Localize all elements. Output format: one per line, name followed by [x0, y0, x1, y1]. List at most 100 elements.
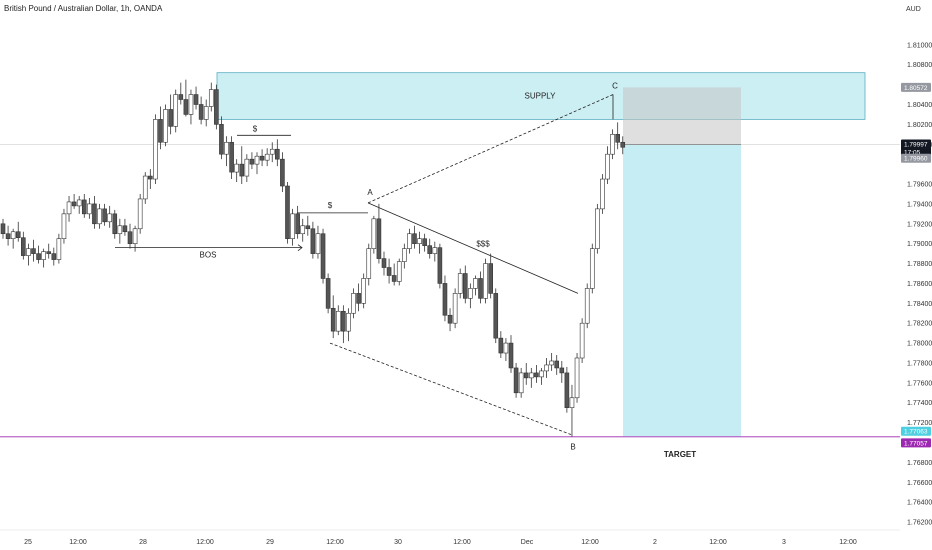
candle-body: [346, 312, 351, 332]
candle-body: [417, 238, 422, 244]
candle-body: [361, 278, 366, 304]
candle-body: [0, 223, 6, 235]
y-tick-label: 1.80800: [907, 62, 932, 69]
candle-body: [366, 248, 372, 279]
candle-body: [579, 322, 585, 359]
candle-body: [310, 228, 316, 254]
chart-title: British Pound / Australian Dollar, 1h, O…: [4, 4, 163, 13]
target-label: TARGET: [664, 450, 696, 459]
candle-body: [595, 208, 600, 249]
candle-body: [574, 357, 580, 399]
candle-body: [71, 201, 77, 207]
price-tag-value: 1.77057: [904, 440, 928, 447]
candle-body: [97, 208, 102, 225]
candle-body: [137, 198, 143, 230]
candle-body: [513, 367, 519, 394]
y-tick-label: 1.79200: [907, 221, 932, 228]
y-tick-label: 1.77800: [907, 360, 932, 367]
candle-body: [81, 199, 87, 215]
liquidity-label-1: $: [253, 124, 258, 133]
candle-body: [351, 293, 356, 314]
candle-body: [412, 233, 417, 244]
x-axis[interactable]: 25 12:00 28 12:00 29 12:00 30 12:00 Dec 12:00 2 12:…: [0, 529, 900, 546]
candle-body: [457, 273, 463, 294]
price-tag-target: [901, 426, 931, 436]
x-tick-label: 3: [782, 539, 786, 546]
candle-body: [427, 245, 433, 254]
candle-body: [249, 158, 255, 165]
candle-body: [275, 148, 280, 160]
candle-body: [219, 124, 224, 155]
x-tick-label: 28: [139, 539, 147, 546]
candle-body: [376, 218, 382, 259]
candle-body: [188, 94, 194, 115]
y-tick-label: 1.77400: [907, 400, 932, 407]
y-axis[interactable]: 1.810001.808001.804001.802001.800001.796…: [907, 42, 932, 526]
supply-zone: [216, 72, 866, 120]
stop-loss-zone: [623, 87, 741, 145]
candle-body: [15, 231, 21, 239]
price-tag-value: 1.79960: [904, 156, 928, 163]
bos-label: BOS: [200, 251, 217, 260]
candle-body: [259, 155, 265, 161]
candle-body: [605, 153, 610, 180]
candle-body: [320, 233, 326, 279]
candle-body: [132, 228, 138, 244]
candle-body: [544, 364, 549, 372]
candle-body: [300, 225, 306, 235]
price-tag-current: [901, 139, 931, 157]
candles-layer: [0, 79, 626, 437]
candle-body: [280, 158, 285, 187]
candle-body: [559, 367, 565, 374]
candle-body: [468, 288, 473, 299]
candle-body: [224, 141, 229, 155]
candle-body: [87, 203, 92, 215]
currency-label: AUD: [906, 6, 921, 13]
candle-body: [264, 153, 270, 161]
candle-body: [46, 251, 52, 254]
y-tick-label: 1.76600: [907, 480, 932, 487]
candle-body: [158, 119, 163, 143]
candle-body: [407, 233, 412, 249]
dashed-line-to-b: [329, 342, 572, 435]
x-tick-label: 12:00: [326, 539, 344, 546]
candle-body: [493, 293, 499, 339]
candle-body: [173, 94, 179, 127]
candle-body: [589, 248, 595, 289]
bos-arrow-icon: [297, 244, 303, 251]
x-tick-label: 12:00: [453, 539, 471, 546]
candle-body: [269, 148, 275, 155]
annotation-lines-layer: [0, 94, 900, 438]
y-tick-label: 1.81000: [907, 42, 932, 49]
candle-body: [534, 372, 539, 378]
y-tick-label: 1.76400: [907, 500, 932, 507]
y-tick-label: 1.80400: [907, 102, 932, 109]
candle-body: [244, 158, 250, 177]
candle-body: [254, 155, 260, 165]
candle-body: [142, 175, 148, 200]
price-tag-value: 1.79997: [904, 142, 928, 149]
candle-body: [168, 109, 173, 127]
candle-body: [564, 372, 570, 409]
candle-body: [285, 185, 290, 240]
trendline-abc: [367, 202, 579, 294]
candle-body: [229, 141, 234, 173]
candle-body: [31, 248, 36, 254]
candle-body: [529, 372, 534, 379]
candle-body: [325, 278, 331, 309]
candle-body: [21, 237, 26, 256]
candle-body: [214, 89, 219, 125]
candle-body: [56, 238, 62, 260]
y-tick-label: 1.78200: [907, 321, 932, 328]
candle-body: [391, 275, 397, 282]
candle-body: [422, 238, 427, 246]
candle-body: [122, 225, 128, 233]
profit-target-zone: [623, 144, 741, 437]
candle-body: [356, 293, 361, 304]
candle-body: [600, 178, 605, 210]
candle-body: [523, 372, 529, 379]
candle-body: [396, 261, 402, 282]
x-tick-label: 12:00: [69, 539, 87, 546]
candle-body: [371, 218, 377, 249]
